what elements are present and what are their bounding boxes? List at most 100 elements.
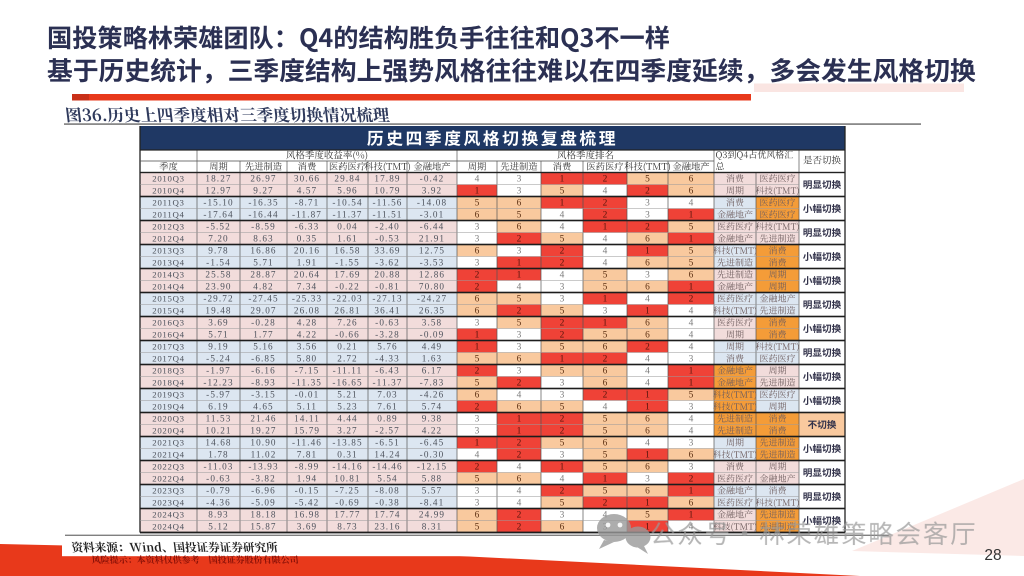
svg-text:6: 6 [689,451,694,461]
svg-text:2011Q4: 2011Q4 [152,210,184,220]
svg-text:2023Q4: 2023Q4 [152,498,185,508]
svg-text:5.11: 5.11 [297,402,317,412]
svg-text:8.31: 8.31 [422,522,442,532]
svg-text:-2.57: -2.57 [375,426,400,436]
svg-text:6: 6 [603,367,608,377]
svg-text:-17.64: -17.64 [203,210,233,220]
svg-text:5.71: 5.71 [208,330,228,340]
svg-text:5: 5 [689,247,694,257]
svg-text:-0.42: -0.42 [420,174,445,184]
svg-text:4: 4 [645,367,650,377]
svg-text:-8.41: -8.41 [420,498,445,508]
svg-text:-0.22: -0.22 [335,282,360,292]
svg-text:14.68: 14.68 [205,438,231,448]
svg-text:-22.03: -22.03 [332,294,362,304]
svg-text:2015Q3: 2015Q3 [152,294,185,304]
svg-text:1: 1 [689,235,694,245]
svg-text:3: 3 [645,475,650,485]
svg-text:-10.54: -10.54 [332,198,362,208]
svg-text:4: 4 [560,271,565,281]
svg-text:-8.93: -8.93 [251,378,276,388]
svg-text:5: 5 [689,223,694,233]
svg-text:21.91: 21.91 [419,234,445,244]
svg-text:7.81: 7.81 [297,450,317,460]
svg-text:1: 1 [475,331,480,341]
svg-text:4: 4 [517,283,522,293]
svg-text:3: 3 [560,379,565,389]
svg-text:1.94: 1.94 [297,474,317,484]
svg-text:1: 1 [560,463,565,473]
svg-text:4: 4 [517,463,522,473]
svg-text:15.79: 15.79 [294,426,320,436]
svg-text:6.19: 6.19 [208,402,228,412]
svg-text:1: 1 [475,187,480,197]
svg-text:1: 1 [517,427,522,437]
svg-text:4: 4 [645,295,650,305]
svg-text:8.73: 8.73 [337,522,357,532]
svg-text:6: 6 [645,487,650,497]
svg-text:26.81: 26.81 [334,306,360,316]
svg-text:26.35: 26.35 [419,306,445,316]
svg-text:3: 3 [560,391,565,401]
svg-text:3: 3 [645,211,650,221]
svg-text:2010Q3: 2010Q3 [152,174,185,184]
svg-text:2013Q3: 2013Q3 [152,246,185,256]
svg-text:4: 4 [689,415,694,425]
svg-text:2: 2 [645,223,650,233]
svg-text:3: 3 [475,427,480,437]
svg-text:2: 2 [560,247,565,257]
svg-text:-14.46: -14.46 [372,462,402,472]
svg-text:1: 1 [560,199,565,209]
svg-text:4.57: 4.57 [297,186,317,196]
svg-text:2017Q4: 2017Q4 [152,354,185,364]
svg-text:1.77: 1.77 [253,330,273,340]
svg-text:2024Q3: 2024Q3 [152,510,185,520]
svg-text:4: 4 [603,235,608,245]
svg-text:4.22: 4.22 [297,330,317,340]
svg-text:3: 3 [645,199,650,209]
svg-text:16.98: 16.98 [294,510,320,520]
svg-text:5: 5 [475,199,480,209]
svg-text:28.87: 28.87 [250,270,276,280]
svg-text:2: 2 [475,403,480,413]
svg-text:5.16: 5.16 [253,342,273,352]
svg-text:24.99: 24.99 [419,510,445,520]
svg-text:2: 2 [517,451,522,461]
svg-text:2013Q4: 2013Q4 [152,258,185,268]
svg-text:-8.71: -8.71 [295,198,320,208]
svg-text:4: 4 [603,259,608,269]
svg-text:5: 5 [560,367,565,377]
svg-text:6: 6 [475,247,480,257]
svg-text:3: 3 [475,487,480,497]
svg-text:1: 1 [517,415,522,425]
svg-text:9.27: 9.27 [253,186,273,196]
svg-text:-27.13: -27.13 [372,294,402,304]
svg-text:6.17: 6.17 [422,366,442,376]
svg-text:2021Q3: 2021Q3 [152,438,185,448]
svg-text:1: 1 [517,271,522,281]
svg-text:4: 4 [645,355,650,365]
svg-text:2011Q3: 2011Q3 [152,198,184,208]
svg-text:4: 4 [475,451,480,461]
svg-text:8.93: 8.93 [208,510,228,520]
svg-text:2019Q3: 2019Q3 [152,390,185,400]
svg-text:2: 2 [475,283,480,293]
svg-text:4.44: 4.44 [337,414,357,424]
svg-text:2: 2 [603,499,608,509]
svg-text:5: 5 [517,295,522,305]
svg-text:5: 5 [603,427,608,437]
svg-text:-0.63: -0.63 [206,474,231,484]
svg-text:6: 6 [603,379,608,389]
svg-text:1: 1 [517,259,522,269]
svg-text:16.58: 16.58 [334,246,360,256]
svg-text:-4.26: -4.26 [420,390,445,400]
svg-text:2: 2 [560,259,565,269]
svg-text:-6.43: -6.43 [375,366,400,376]
svg-text:5: 5 [560,187,565,197]
svg-text:6: 6 [517,475,522,485]
svg-text:5: 5 [603,463,608,473]
svg-text:3: 3 [475,235,480,245]
svg-text:2022Q3: 2022Q3 [152,462,185,472]
svg-text:28: 28 [984,547,1001,564]
svg-text:3: 3 [475,319,480,329]
